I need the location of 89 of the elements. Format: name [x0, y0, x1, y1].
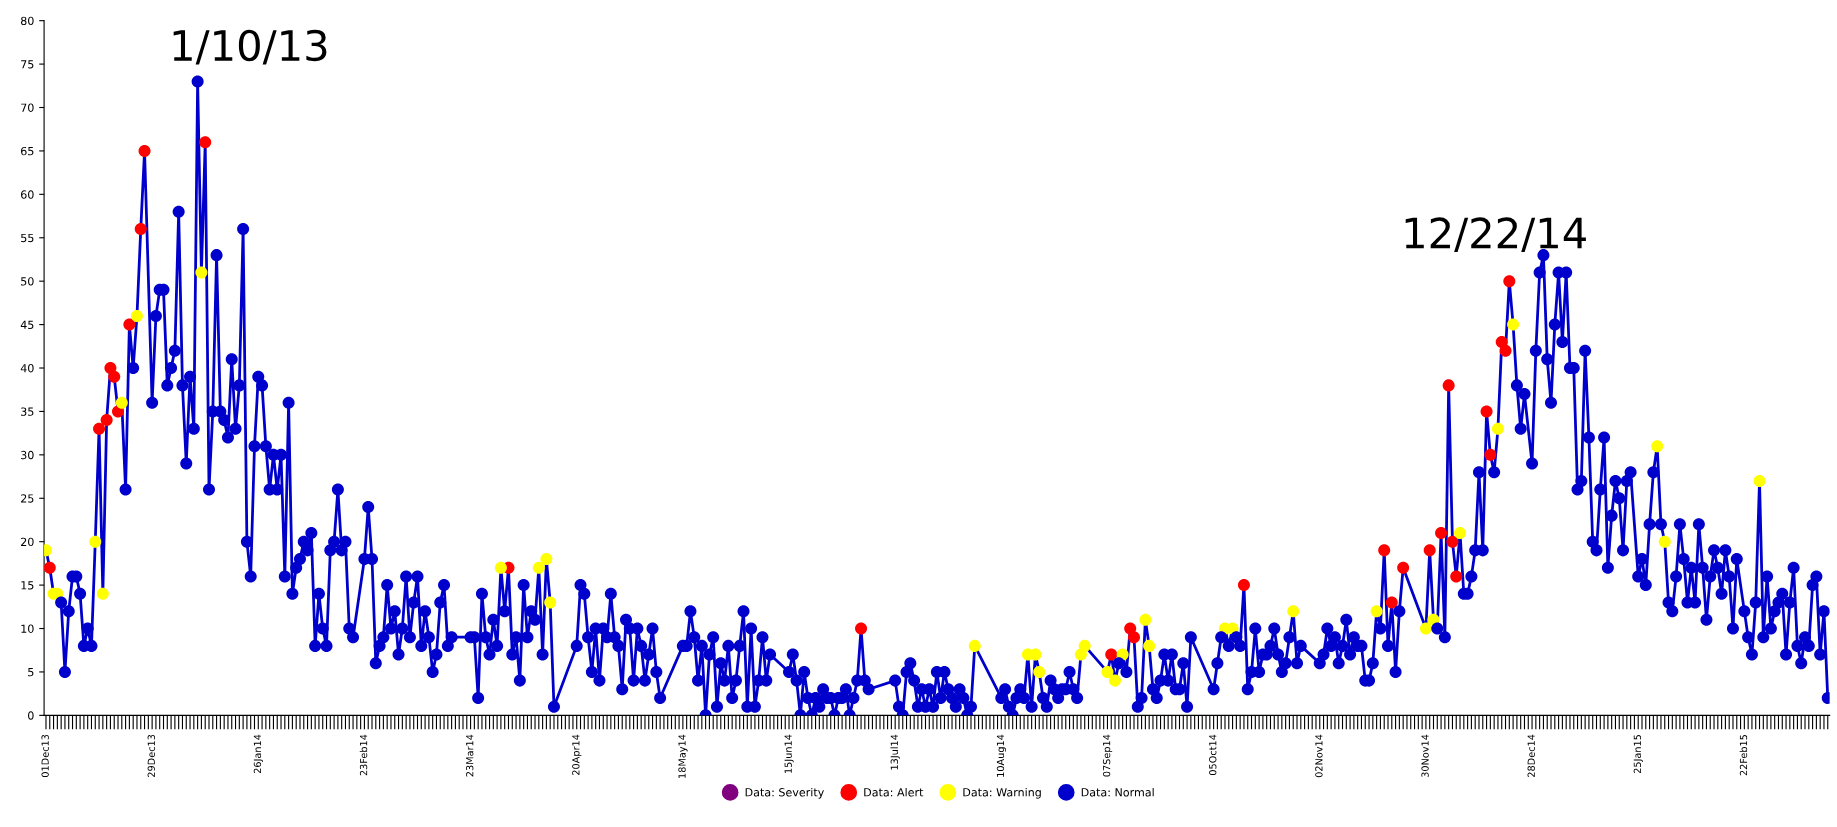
y-tick-label: 0 — [28, 711, 34, 720]
y-tick-label: 70 — [21, 103, 34, 112]
y-tick-label: 65 — [21, 146, 34, 156]
point — [1446, 535, 1459, 548]
x-tick-label: 05Oct14 — [1209, 734, 1217, 776]
annotation: 12/22/14 — [1405, 217, 1586, 253]
point — [108, 370, 121, 383]
point — [1033, 665, 1046, 678]
x-tick-label: 15Jun14 — [784, 734, 794, 773]
x-tick-label: 29Dec13 — [147, 734, 155, 777]
x-tick-label: 02Nov14 — [1315, 734, 1323, 778]
legend-label: Data: Normal — [1081, 787, 1154, 797]
y-tick-label: 20 — [21, 537, 34, 547]
x-tick-label: 23Mar14 — [466, 734, 474, 777]
x-tick-label: 28Dec14 — [1527, 734, 1535, 777]
y-tick-label: 60 — [21, 190, 34, 199]
point — [1370, 605, 1383, 618]
point — [1454, 526, 1467, 540]
point — [1651, 440, 1664, 453]
legend-label: Data: Severity — [745, 787, 824, 799]
x-tick-label: 13Jul14 — [890, 734, 900, 770]
x-tick-label: 26Jan14 — [253, 734, 263, 774]
point — [1484, 448, 1497, 461]
point — [494, 561, 507, 574]
point — [195, 266, 208, 279]
point — [138, 144, 151, 157]
point — [1397, 561, 1410, 574]
point — [1143, 639, 1156, 652]
point — [1419, 622, 1432, 635]
point — [1078, 639, 1091, 652]
annotation: 1/10/13 — [173, 29, 327, 65]
point — [1287, 605, 1300, 618]
point — [1423, 544, 1436, 557]
y-tick-label: 35 — [21, 407, 34, 416]
point — [1385, 596, 1398, 609]
point — [1503, 275, 1516, 288]
point — [855, 622, 868, 635]
point — [544, 596, 557, 609]
legend-label: Data: Warning — [963, 787, 1041, 799]
y-tick-label: 10 — [21, 624, 34, 633]
point — [1435, 526, 1448, 540]
y-tick-label: 5 — [28, 668, 34, 677]
y-tick-label: 75 — [21, 60, 34, 69]
point — [199, 136, 212, 149]
x-tick-label: 18May14 — [678, 734, 688, 778]
point — [130, 309, 143, 322]
point — [1127, 631, 1141, 644]
y-tick-label: 40 — [20, 363, 34, 373]
point — [1480, 405, 1493, 418]
y-tick-label: 50 — [21, 277, 34, 286]
y-tick-label: 55 — [21, 233, 34, 243]
y-tick-label: 15 — [21, 581, 34, 590]
point — [968, 639, 981, 652]
point — [93, 422, 106, 435]
x-tick-label: 30Nov14 — [1421, 734, 1429, 778]
y-tick-label: 80 — [20, 16, 34, 26]
point — [96, 587, 109, 600]
point — [1101, 665, 1114, 678]
point — [123, 318, 136, 331]
point — [1450, 570, 1463, 583]
point — [1109, 674, 1122, 687]
point — [532, 561, 545, 574]
x-tick-label: 22Feb15 — [1739, 734, 1748, 776]
legend-label: Data: Alert — [864, 787, 924, 797]
point — [1442, 379, 1455, 392]
x-tick-label: 20Apr14 — [572, 734, 582, 775]
point — [1105, 648, 1118, 661]
point — [1507, 318, 1520, 331]
point — [540, 553, 553, 566]
point — [1753, 474, 1766, 487]
point — [1139, 613, 1152, 626]
x-tick-label: 10Aug14 — [996, 734, 1007, 777]
x-tick-label: 25Jan15 — [1633, 734, 1643, 774]
point — [1237, 579, 1250, 592]
point — [89, 535, 102, 548]
y-tick-label: 30 — [21, 450, 34, 460]
point — [115, 396, 128, 409]
x-tick-label: 07Sep14 — [1102, 734, 1113, 777]
point — [1491, 422, 1504, 435]
point — [134, 223, 147, 236]
y-tick-label: 25 — [21, 494, 34, 503]
point — [100, 414, 113, 427]
point — [44, 561, 56, 574]
point — [1658, 535, 1671, 548]
x-tick-label: 01Dec13 — [41, 734, 49, 778]
y-tick-label: 45 — [20, 320, 34, 329]
point — [1499, 344, 1512, 357]
point — [1378, 544, 1391, 557]
x-tick-label: 23Feb14 — [359, 734, 368, 776]
